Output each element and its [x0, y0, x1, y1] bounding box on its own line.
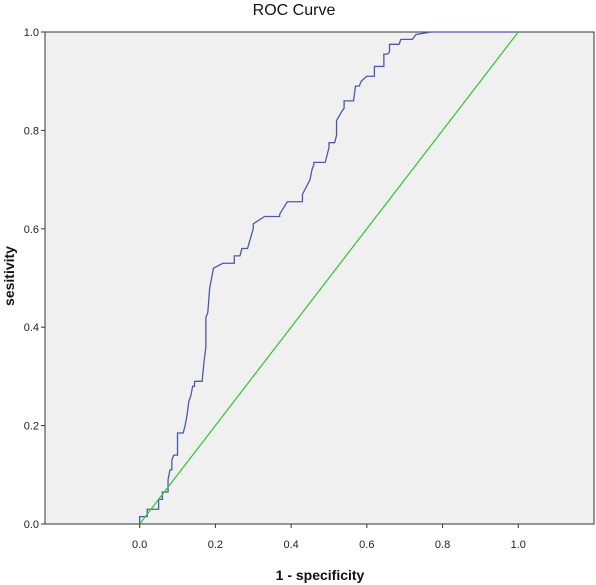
- y-axis-title: sesitivity: [1, 246, 17, 306]
- y-tick-label: 1.0: [24, 27, 39, 39]
- series-layer: [139, 31, 519, 525]
- x-tick-label: 0.4: [283, 539, 298, 551]
- plot-area: [44, 31, 595, 525]
- y-tick-label: 0.8: [24, 125, 39, 137]
- x-tick-label: 0.8: [435, 539, 450, 551]
- x-tick-label: 1.0: [511, 539, 526, 551]
- x-tick-label: 0.2: [208, 539, 223, 551]
- x-axis-ticks: 0.0 0.2 0.4 0.6 0.8 1.0: [132, 524, 526, 551]
- y-tick-label: 0.6: [24, 224, 39, 236]
- y-tick-label: 0.2: [24, 421, 39, 433]
- x-tick-label: 0.0: [132, 539, 147, 551]
- y-tick-label: 0.0: [24, 519, 39, 531]
- chart-title: ROC Curve: [253, 2, 336, 19]
- x-tick-label: 0.6: [359, 539, 374, 551]
- x-axis-title: 1 - specificity: [276, 567, 365, 583]
- y-axis-ticks: 0.0 0.2 0.4 0.6 0.8 1.0: [24, 27, 45, 531]
- roc-curve-line: [139, 31, 519, 524]
- y-tick-label: 0.4: [24, 322, 39, 334]
- reference-diagonal-line: [139, 31, 519, 525]
